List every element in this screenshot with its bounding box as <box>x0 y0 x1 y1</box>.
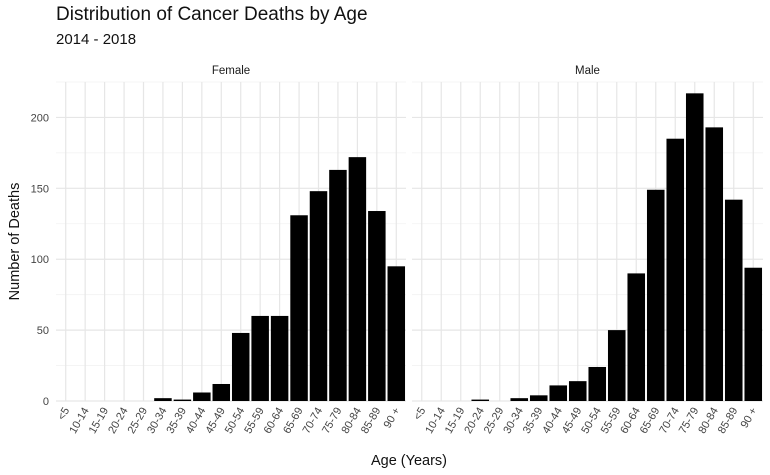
bar-female-12 <box>290 215 308 401</box>
bar-male-13 <box>666 138 685 401</box>
bar-male-3 <box>471 399 490 401</box>
bar-female-7 <box>193 392 211 401</box>
bar-male-17 <box>744 267 763 401</box>
x-tick-label: 85-89 <box>716 406 740 436</box>
bar-female-13 <box>309 191 328 401</box>
bar-male-9 <box>588 366 607 401</box>
bar-male-6 <box>529 395 548 401</box>
bar-male-12 <box>646 189 665 401</box>
facet-label-female: Female <box>212 65 250 77</box>
bar-female-10 <box>251 315 269 401</box>
bar-female-11 <box>270 315 289 401</box>
bar-female-15 <box>348 157 367 401</box>
x-tick-label: 85-89 <box>359 406 383 436</box>
bar-female-16 <box>368 211 386 401</box>
chart-subtitle: 2014 - 2018 <box>56 31 137 48</box>
y-tick-label: 150 <box>31 183 49 195</box>
y-tick-label: 0 <box>43 396 49 408</box>
y-tick-label: 200 <box>31 112 49 124</box>
x-axis-title: Age (Years) <box>371 453 447 469</box>
y-tick-label: 50 <box>37 325 49 337</box>
bar-female-8 <box>212 383 231 401</box>
x-tick-label: 90 + <box>382 406 403 431</box>
bar-female-14 <box>329 169 347 401</box>
bar-female-5 <box>154 398 172 401</box>
bar-male-16 <box>724 199 743 401</box>
bar-female-9 <box>231 332 250 401</box>
y-tick-label: 100 <box>31 254 49 266</box>
bar-female-17 <box>387 266 406 401</box>
x-tick-label: <5 <box>56 406 73 423</box>
facet-label-male: Male <box>575 65 600 77</box>
bar-male-14 <box>685 93 704 401</box>
x-tick-label: 90 + <box>739 406 760 431</box>
x-tick-label: <5 <box>412 406 429 423</box>
bar-female-6 <box>173 399 192 401</box>
chart-title: Distribution of Cancer Deaths by Age <box>56 4 368 25</box>
bar-male-11 <box>627 273 646 401</box>
bar-male-7 <box>549 385 568 401</box>
y-axis-title: Number of Deaths <box>7 183 23 301</box>
bar-male-5 <box>510 398 529 401</box>
bar-male-15 <box>705 127 724 401</box>
bar-male-10 <box>607 330 626 401</box>
bar-male-8 <box>568 381 587 401</box>
